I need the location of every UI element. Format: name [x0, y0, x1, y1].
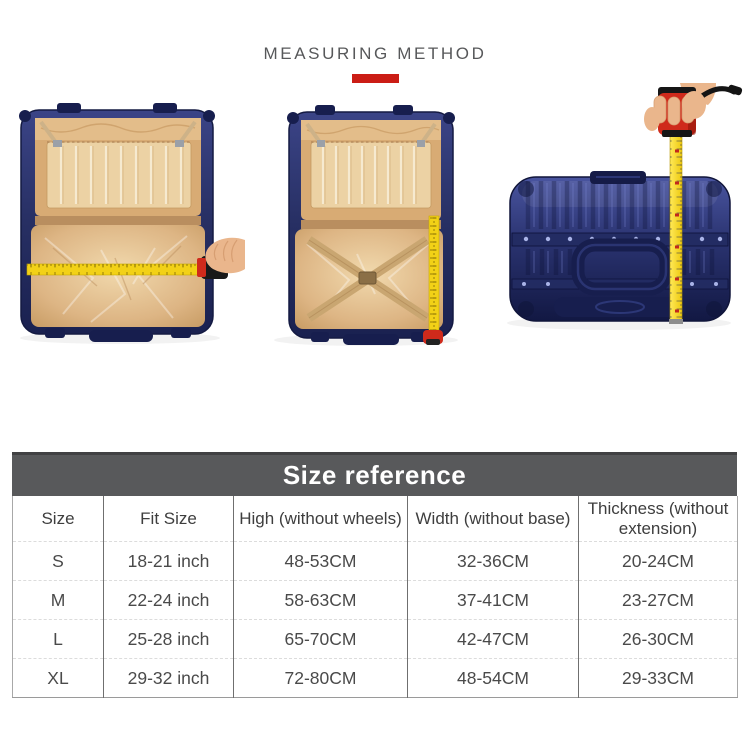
- bottom-tray-lining: [31, 225, 205, 327]
- cell-high: 48-53CM: [233, 541, 408, 581]
- table-row: M 22-24 inch 58-63CM 37-41CM 23-27CM: [12, 580, 738, 620]
- cell-size: L: [12, 619, 104, 659]
- cell-fit-size: 22-24 inch: [103, 580, 234, 620]
- col-header-width: Width (without base): [407, 496, 579, 542]
- cell-width: 42-47CM: [407, 619, 579, 659]
- cell-width: 32-36CM: [407, 541, 579, 581]
- cell-thickness: 29-33CM: [578, 658, 738, 698]
- bottom-tray-lining: [295, 229, 443, 329]
- closed-suitcase: [509, 171, 731, 322]
- hand-icon: [205, 237, 245, 274]
- thumb: [644, 107, 660, 131]
- cell-width: 37-41CM: [407, 580, 579, 620]
- cell-high: 65-70CM: [233, 619, 408, 659]
- col-header-thickness: Thickness (without extension): [578, 496, 738, 542]
- cell-width: 48-54CM: [407, 658, 579, 698]
- measuring-method-header: MEASURING METHOD: [0, 0, 750, 83]
- rivets-row-2: [522, 282, 718, 286]
- cell-high: 72-80CM: [233, 658, 408, 698]
- cell-high: 58-63CM: [233, 580, 408, 620]
- col-header-high: High (without wheels): [233, 496, 408, 542]
- table-row: XL 29-32 inch 72-80CM 48-54CM 29-33CM: [12, 658, 738, 698]
- suitcase-handle: [343, 334, 399, 345]
- measuring-tape-vertical: [669, 132, 683, 324]
- col-header-fit-size: Fit Size: [103, 496, 234, 542]
- suitcase-handle: [89, 330, 153, 342]
- cell-fit-size: 29-32 inch: [103, 658, 234, 698]
- hand-with-tape-measure: [644, 83, 743, 137]
- table-row: L 25-28 inch 65-70CM 42-47CM 26-30CM: [12, 619, 738, 659]
- page-title: MEASURING METHOD: [263, 44, 487, 63]
- tape-measure-body: [423, 330, 443, 345]
- cross-straps: [306, 236, 430, 322]
- cell-fit-size: 25-28 inch: [103, 619, 234, 659]
- cell-thickness: 26-30CM: [578, 619, 738, 659]
- title-underline-bar: [351, 74, 399, 83]
- figure-closed-suitcase-height-measure: [507, 83, 743, 330]
- table-title: Size reference: [12, 452, 737, 496]
- fingers: [644, 91, 706, 131]
- bottom-housing: [554, 297, 686, 317]
- measuring-tape-horizontal: [26, 263, 204, 276]
- figure-open-suitcase-width-measure: [19, 103, 245, 344]
- cell-fit-size: 18-21 inch: [103, 541, 234, 581]
- table-header-row: Size Fit Size High (without wheels) Widt…: [13, 496, 738, 542]
- cell-size: XL: [12, 658, 104, 698]
- open-lid-lining: [301, 120, 441, 220]
- figure-open-suitcase-depth-measure: [274, 105, 458, 346]
- hinge-band: [35, 216, 201, 225]
- measuring-tape-vertical: [428, 215, 440, 331]
- cell-size: M: [12, 580, 104, 620]
- hinge-band: [301, 220, 441, 229]
- cell-thickness: 23-27CM: [578, 580, 738, 620]
- open-lid-lining: [35, 118, 201, 216]
- size-reference-table: Size Fit Size High (without wheels) Widt…: [12, 496, 738, 698]
- cell-thickness: 20-24CM: [578, 541, 738, 581]
- size-reference-section: Size reference Size Fit Size High (witho…: [12, 452, 738, 698]
- table-row: S 18-21 inch 48-53CM 32-36CM 20-24CM: [12, 541, 738, 581]
- col-header-size: Size: [41, 508, 75, 528]
- cell-size: S: [12, 541, 104, 581]
